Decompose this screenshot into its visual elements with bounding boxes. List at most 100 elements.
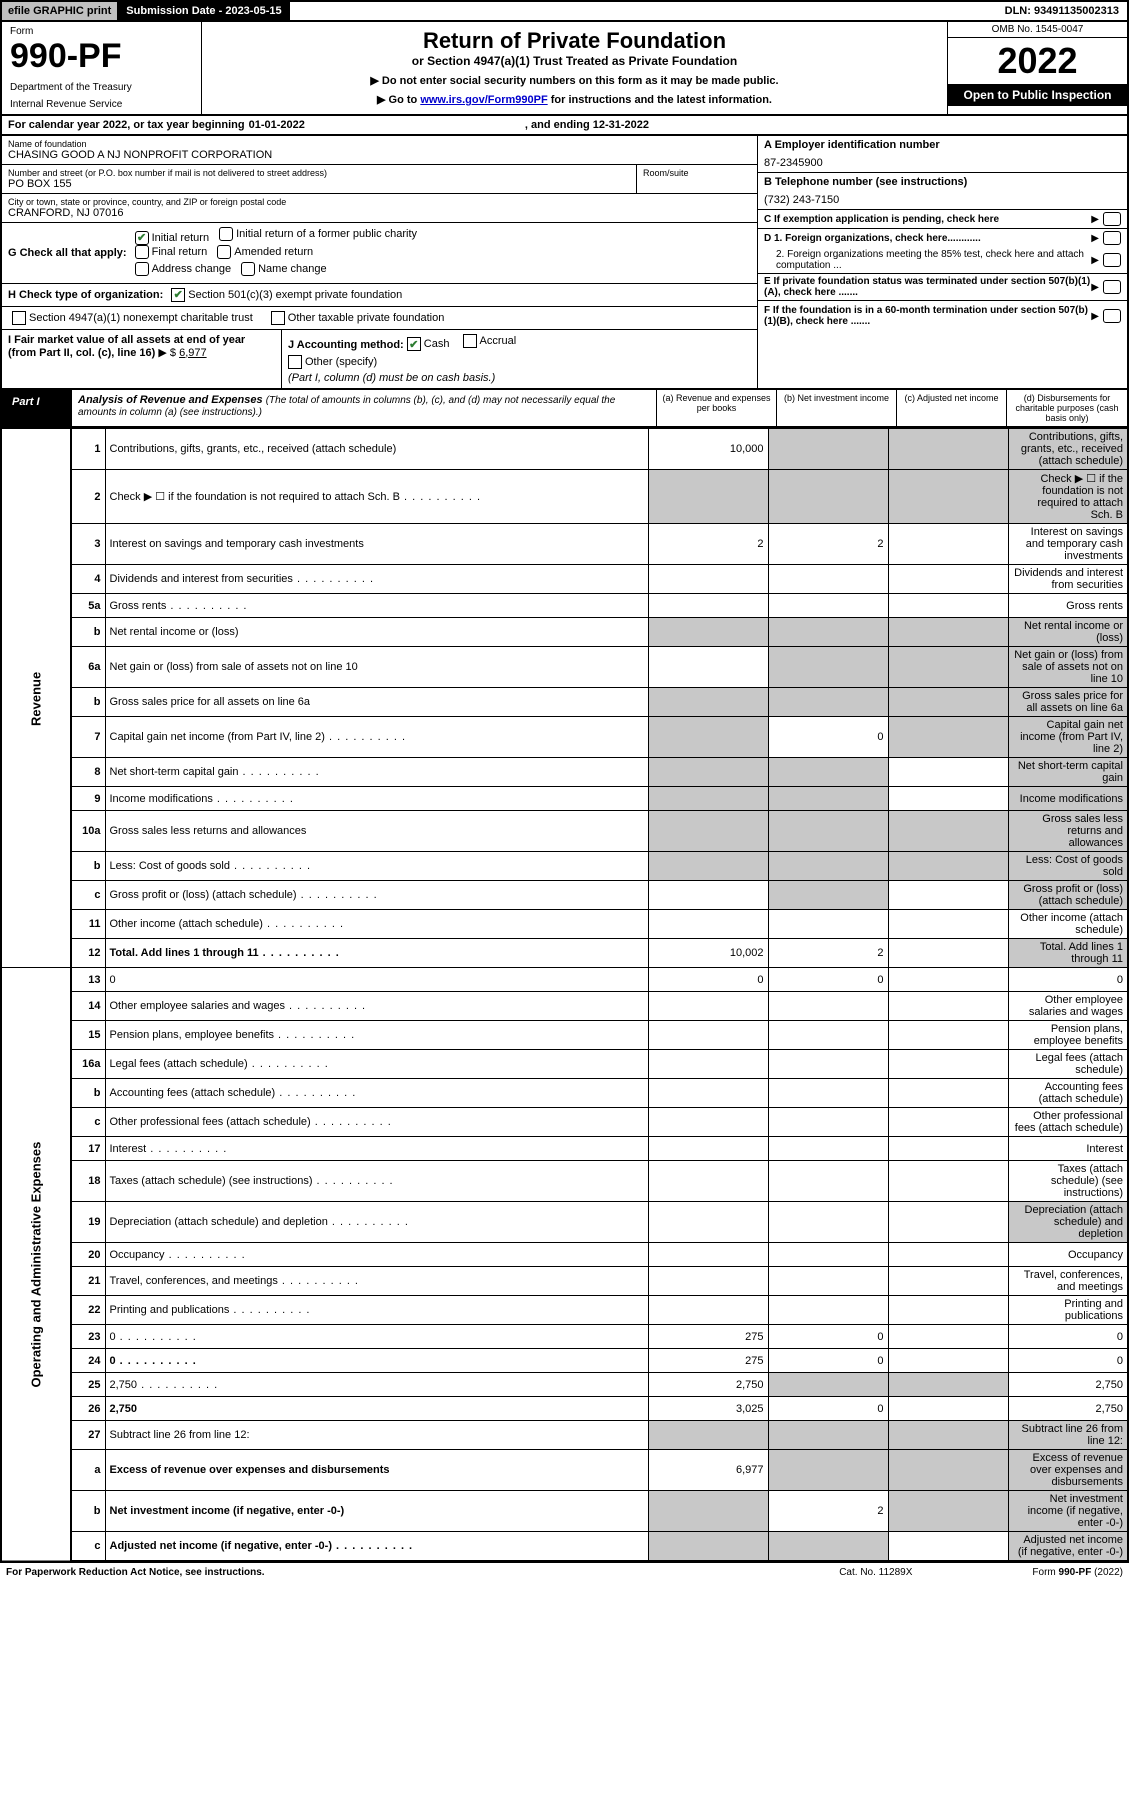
desc-27: Subtract line 26 from line 12: <box>105 1421 648 1450</box>
desc-8: Net short-term capital gain <box>105 758 648 787</box>
h-501c3-checkbox[interactable]: ✔ <box>171 288 185 302</box>
form-id-footer: Form 990-PF (2022) <box>1032 1567 1123 1578</box>
foundation-name-cell: Name of foundation CHASING GOOD A NJ NON… <box>2 136 757 165</box>
side-revenue: Revenue <box>1 429 71 968</box>
irs-link[interactable]: www.irs.gov/Form990PF <box>420 94 547 106</box>
cell-4-b <box>768 565 888 594</box>
cell-a-d: Excess of revenue over expenses and disb… <box>1008 1450 1128 1491</box>
phone-cell: B Telephone number (see instructions) (7… <box>758 173 1127 210</box>
cell-21-d: Travel, conferences, and meetings <box>1008 1267 1128 1296</box>
desc-3: Interest on savings and temporary cash i… <box>105 524 648 565</box>
cell-13-c <box>888 968 1008 992</box>
cell-12-b: 2 <box>768 939 888 968</box>
j-cash-checkbox[interactable]: ✔ <box>407 337 421 351</box>
row-25: 252,7502,7502,750 <box>1 1373 1128 1397</box>
cell-25-b <box>768 1373 888 1397</box>
row-18: 18Taxes (attach schedule) (see instructi… <box>1 1161 1128 1202</box>
cell-5a-b <box>768 594 888 618</box>
cell-b-d: Gross sales price for all assets on line… <box>1008 688 1128 717</box>
cell-b-c <box>888 1079 1008 1108</box>
cell-16a-c <box>888 1050 1008 1079</box>
cell-14-c <box>888 992 1008 1021</box>
cell-14-d: Other employee salaries and wages <box>1008 992 1128 1021</box>
desc-c: Gross profit or (loss) (attach schedule) <box>105 881 648 910</box>
g-checkbox-0[interactable]: ✔ <box>135 231 149 245</box>
cell-3-a: 2 <box>648 524 768 565</box>
d2-checkbox[interactable] <box>1103 253 1121 267</box>
cell-7-a <box>648 717 768 758</box>
g-checkbox-1[interactable] <box>219 227 233 241</box>
g-checkbox-2[interactable] <box>135 245 149 259</box>
c-checkbox[interactable] <box>1103 212 1121 226</box>
d1-checkbox[interactable] <box>1103 231 1121 245</box>
j-note: (Part I, column (d) must be on cash basi… <box>288 372 751 384</box>
open-inspection: Open to Public Inspection <box>948 84 1127 106</box>
c-pending: C If exemption application is pending, c… <box>758 210 1127 229</box>
g-check-row: G Check all that apply: ✔Initial returnI… <box>2 223 757 284</box>
cell-6a-d: Net gain or (loss) from sale of assets n… <box>1008 647 1128 688</box>
cell-12-c <box>888 939 1008 968</box>
cell-17-a <box>648 1137 768 1161</box>
f-checkbox[interactable] <box>1103 309 1121 323</box>
cell-25-d: 2,750 <box>1008 1373 1128 1397</box>
g-checkbox-5[interactable] <box>241 262 255 276</box>
paperwork-notice: For Paperwork Reduction Act Notice, see … <box>6 1567 265 1578</box>
cell-27-a <box>648 1421 768 1450</box>
page-footer: For Paperwork Reduction Act Notice, see … <box>0 1562 1129 1582</box>
cell-23-b: 0 <box>768 1325 888 1349</box>
cell-a-a: 6,977 <box>648 1450 768 1491</box>
cell-14-a <box>648 992 768 1021</box>
cell-c-b <box>768 881 888 910</box>
cell-9-b <box>768 787 888 811</box>
cell-b-b: 2 <box>768 1491 888 1532</box>
cell-4-c <box>888 565 1008 594</box>
cell-27-d: Subtract line 26 from line 12: <box>1008 1421 1128 1450</box>
entity-info: Name of foundation CHASING GOOD A NJ NON… <box>0 136 1129 390</box>
cell-15-d: Pension plans, employee benefits <box>1008 1021 1128 1050</box>
desc-17: Interest <box>105 1137 648 1161</box>
cell-c-c <box>888 1532 1008 1562</box>
j-other-checkbox[interactable] <box>288 355 302 369</box>
g-checkbox-4[interactable] <box>135 262 149 276</box>
cell-b-d: Accounting fees (attach schedule) <box>1008 1079 1128 1108</box>
cell-6a-a <box>648 647 768 688</box>
dln: DLN: 93491135002313 <box>997 2 1127 20</box>
cell-b-c <box>888 688 1008 717</box>
desc-14: Other employee salaries and wages <box>105 992 648 1021</box>
foundation-name: CHASING GOOD A NJ NONPROFIT CORPORATION <box>8 149 751 161</box>
cell-b-a <box>648 1079 768 1108</box>
desc-2: Check ▶ ☐ if the foundation is not requi… <box>105 470 648 524</box>
desc-21: Travel, conferences, and meetings <box>105 1267 648 1296</box>
g-checkbox-3[interactable] <box>217 245 231 259</box>
desc-16a: Legal fees (attach schedule) <box>105 1050 648 1079</box>
e-checkbox[interactable] <box>1103 280 1121 294</box>
cell-11-b <box>768 910 888 939</box>
city-state-zip: CRANFORD, NJ 07016 <box>8 207 751 219</box>
year-end-wrap: , and ending 12-31-2022 <box>525 119 649 131</box>
cell-15-c <box>888 1021 1008 1050</box>
part1-grid: Revenue1Contributions, gifts, grants, et… <box>0 428 1129 1562</box>
form-subtitle: or Section 4947(a)(1) Trust Treated as P… <box>208 54 941 68</box>
row-16a: 16aLegal fees (attach schedule)Legal fee… <box>1 1050 1128 1079</box>
desc-26: 2,750 <box>105 1397 648 1421</box>
row-1: Revenue1Contributions, gifts, grants, et… <box>1 429 1128 470</box>
cell-3-c <box>888 524 1008 565</box>
cell-b-c <box>888 852 1008 881</box>
row-14: 14Other employee salaries and wagesOther… <box>1 992 1128 1021</box>
submission-date: Submission Date - 2023-05-15 <box>118 2 289 20</box>
cell-5a-a <box>648 594 768 618</box>
row-12: 12Total. Add lines 1 through 1110,0022To… <box>1 939 1128 968</box>
desc-b: Gross sales price for all assets on line… <box>105 688 648 717</box>
desc-b: Net investment income (if negative, ente… <box>105 1491 648 1532</box>
dept-irs: Internal Revenue Service <box>10 99 193 110</box>
header-mid: Return of Private Foundation or Section … <box>202 22 947 114</box>
cell-25-a: 2,750 <box>648 1373 768 1397</box>
cell-20-b <box>768 1243 888 1267</box>
row-13: Operating and Administrative Expenses130… <box>1 968 1128 992</box>
f-60month: F If the foundation is in a 60-month ter… <box>758 301 1127 331</box>
g-label: G Check all that apply: <box>8 247 127 259</box>
j-accrual-checkbox[interactable] <box>463 334 477 348</box>
h-4947-checkbox[interactable] <box>12 311 26 325</box>
h-other-checkbox[interactable] <box>271 311 285 325</box>
cell-19-d: Depreciation (attach schedule) and deple… <box>1008 1202 1128 1243</box>
